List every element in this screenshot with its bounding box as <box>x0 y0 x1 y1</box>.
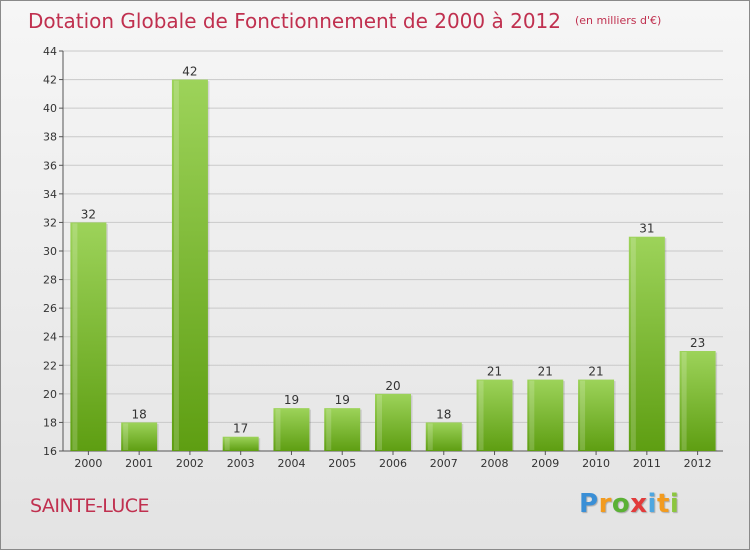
bar-highlight <box>580 380 586 450</box>
logo-letter: i <box>647 489 657 519</box>
bar <box>375 393 411 451</box>
logo-letter: t <box>656 489 670 519</box>
chart-title: Dotation Globale de Fonctionnement de 20… <box>28 9 661 33</box>
bar <box>425 422 462 451</box>
x-tick-label: 2011 <box>633 457 661 470</box>
bar-value-label: 18 <box>132 407 147 421</box>
bar-value-label: 42 <box>182 65 197 79</box>
x-tick-label: 2005 <box>328 457 356 470</box>
bar <box>121 422 158 451</box>
x-tick-label: 2001 <box>125 457 153 470</box>
logo-letter: r <box>598 489 612 519</box>
y-tick-label: 26 <box>43 302 57 315</box>
x-tick-label: 2003 <box>227 457 255 470</box>
y-tick-label: 34 <box>43 188 57 201</box>
bar-highlight <box>72 223 78 450</box>
bar-highlight <box>224 437 230 450</box>
x-tick-label: 2008 <box>481 457 509 470</box>
x-tick-label: 2006 <box>379 457 407 470</box>
x-tick-label: 2012 <box>684 457 712 470</box>
x-tick-label: 2007 <box>430 457 458 470</box>
y-tick-label: 42 <box>43 74 57 87</box>
bar-value-label: 19 <box>335 393 350 407</box>
bar-value-label: 18 <box>436 407 451 421</box>
x-tick-label: 2000 <box>74 457 102 470</box>
bar-value-label: 31 <box>639 222 654 236</box>
y-tick-label: 16 <box>43 445 57 458</box>
bar <box>324 408 361 451</box>
x-tick-label: 2009 <box>531 457 559 470</box>
bar-value-label: 21 <box>588 365 603 379</box>
y-tick-label: 18 <box>43 416 57 429</box>
bar <box>679 351 716 451</box>
bar-value-label: 21 <box>538 365 553 379</box>
bars <box>70 79 718 452</box>
bar-highlight <box>275 409 281 450</box>
bar-highlight <box>173 80 179 451</box>
bar <box>628 236 665 451</box>
y-tick-label: 36 <box>43 159 57 172</box>
bar-highlight <box>427 423 433 450</box>
logo-letter: o <box>611 489 631 519</box>
logo-letter: x <box>630 489 648 519</box>
bar-highlight <box>630 237 636 450</box>
y-tick-label: 24 <box>43 331 57 344</box>
y-tick-label: 38 <box>43 131 57 144</box>
y-tick-label: 30 <box>43 245 57 258</box>
bar-value-label: 19 <box>284 393 299 407</box>
bar <box>222 436 259 451</box>
bar-highlight <box>123 423 129 450</box>
x-tick-label: 2004 <box>277 457 305 470</box>
y-tick-label: 20 <box>43 388 57 401</box>
bar <box>273 408 310 451</box>
chart-unit-label: (en milliers d'€) <box>575 14 662 27</box>
logo-letter: P <box>579 489 599 519</box>
bar-value-label: 17 <box>233 422 248 436</box>
bar-highlight <box>681 352 687 450</box>
y-tick-label: 22 <box>43 359 57 372</box>
bar-highlight <box>529 380 535 450</box>
bar <box>70 222 107 451</box>
bar-highlight <box>377 394 382 450</box>
bar-highlight <box>478 380 484 450</box>
y-tick-label: 28 <box>43 274 57 287</box>
bar-value-label: 20 <box>385 379 400 393</box>
proxiti-logo: Proxiti <box>579 489 679 519</box>
chart-title-text: Dotation Globale de Fonctionnement de 20… <box>28 9 561 33</box>
bar-value-label: 23 <box>690 336 705 350</box>
y-tick-label: 32 <box>43 216 57 229</box>
commune-name: SAINTE-LUCE <box>30 495 150 517</box>
bar <box>171 79 208 452</box>
labels: 16 18 20 22 24 26 28 30 32 34 36 38 40 42 44 32 2000 18 20… <box>43 45 712 470</box>
bar-highlight <box>326 409 332 450</box>
x-tick-label: 2010 <box>582 457 610 470</box>
y-tick-label: 44 <box>43 45 57 58</box>
bar <box>527 379 564 451</box>
bar-value-label: 32 <box>81 207 96 221</box>
y-tick-label: 40 <box>43 102 57 115</box>
bar-value-label: 21 <box>487 365 502 379</box>
bar <box>476 379 513 451</box>
logo-letter: i <box>669 489 680 519</box>
x-tick-label: 2002 <box>176 457 204 470</box>
bar <box>578 379 615 451</box>
